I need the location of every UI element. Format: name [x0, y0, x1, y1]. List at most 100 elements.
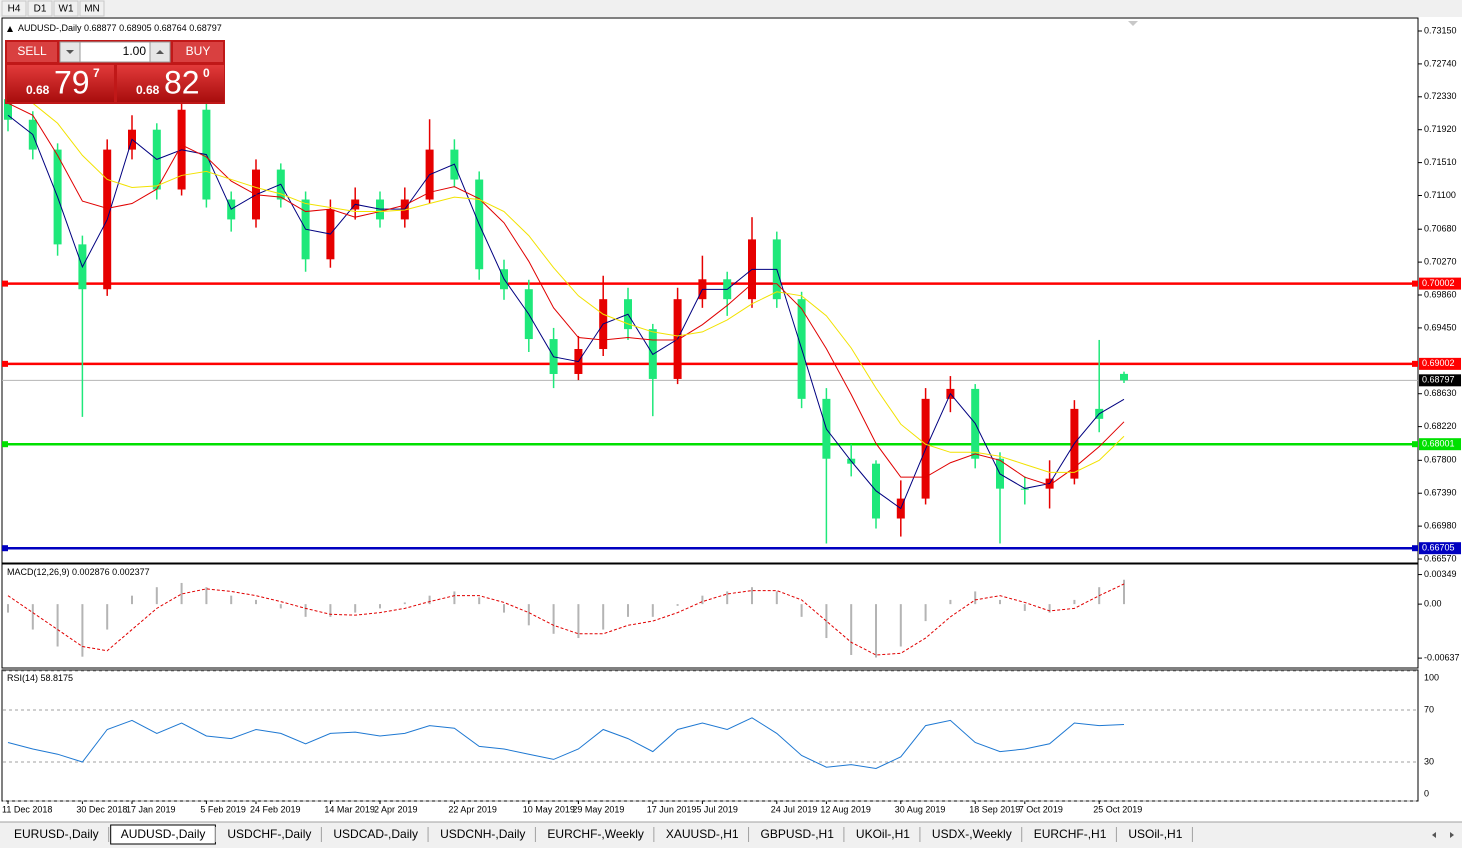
y-tick-label: 100	[1424, 672, 1439, 682]
buy-label: BUY	[186, 44, 211, 58]
x-tick-label: 2 Apr 2019	[374, 804, 418, 814]
x-tick-label: 17 Jun 2019	[647, 804, 697, 814]
macd-bar	[825, 604, 828, 639]
level-price-box	[1419, 542, 1461, 555]
y-tick-label: 0	[1424, 788, 1429, 798]
timeframe-button[interactable]	[27, 0, 53, 17]
y-tick-label: 0.71920	[1424, 124, 1457, 134]
moving-average	[7, 114, 1125, 510]
y-tick-label: 0.73150	[1424, 25, 1457, 35]
level-handle	[1412, 545, 1418, 552]
buy-button[interactable]	[173, 42, 223, 62]
candle-body	[1120, 373, 1128, 381]
ohlc-value: 0.68877	[84, 23, 117, 33]
sell-label: SELL	[17, 44, 47, 58]
y-tick-label: 30	[1424, 756, 1434, 766]
level-price-label: 0.66705	[1422, 543, 1455, 553]
macd-bar	[1023, 604, 1026, 611]
macd-bar	[899, 604, 902, 647]
moving-average	[7, 90, 1125, 473]
symbol-tab[interactable]	[655, 825, 749, 844]
macd-bar	[503, 604, 505, 613]
y-tick-label: 0.66980	[1424, 521, 1457, 531]
y-tick-label: 70	[1424, 704, 1434, 714]
macd-bar	[627, 604, 629, 617]
sell-button[interactable]	[7, 42, 57, 62]
macd-bar	[428, 595, 431, 605]
macd-bar	[1123, 579, 1125, 605]
buy-price-box[interactable]	[117, 65, 224, 102]
sell-price-box[interactable]	[7, 65, 114, 102]
tab-scroll-right[interactable]	[1450, 832, 1454, 838]
macd-bar	[875, 604, 877, 658]
x-tick-label: 30 Aug 2019	[895, 804, 946, 814]
timeframe-label: H4	[8, 4, 21, 15]
y-tick-label: -0.00637	[1424, 652, 1460, 662]
macd-signal	[7, 583, 1125, 656]
level-price-label: 0.69002	[1422, 358, 1455, 368]
up-arrow	[156, 50, 164, 54]
timeframe-button[interactable]	[79, 0, 105, 17]
symbol-tab[interactable]	[750, 825, 844, 844]
rsi-value: 58.8175	[41, 673, 74, 683]
macd-bar	[205, 587, 208, 605]
macd-bar	[31, 604, 34, 630]
timeframe-button[interactable]	[1, 0, 27, 17]
tab-label: EURUSD-,Daily	[14, 827, 99, 841]
macd-header: MACD(12,26,9) 0.002876 0.002377	[7, 567, 150, 577]
y-tick-label: 0.72740	[1424, 58, 1457, 68]
rsi-panel	[1, 669, 1419, 802]
symbol-tab[interactable]	[323, 825, 429, 844]
symbol-tab[interactable]	[1023, 825, 1117, 844]
macd-bar	[577, 604, 580, 639]
ohlc-value: 0.68764	[154, 23, 187, 33]
volume-value: 1.00	[123, 44, 147, 58]
y-tick-label: 0.00349	[1424, 569, 1457, 579]
symbol-tab[interactable]	[921, 825, 1022, 844]
tab-label: USDCAD-,Daily	[333, 827, 418, 841]
macd-bar	[453, 591, 456, 605]
symbol-tab[interactable]	[1118, 825, 1193, 844]
macd-bar	[81, 604, 84, 657]
x-tick-label: 11 Dec 2018	[2, 804, 52, 814]
macd-bar	[329, 604, 332, 617]
tab-label: UKOil-,H1	[856, 827, 910, 841]
tab-scroll-left[interactable]	[1432, 832, 1436, 838]
ohlc-value: 0.68797	[189, 23, 222, 33]
macd-bar	[651, 604, 654, 617]
symbol-tab[interactable]	[4, 825, 109, 844]
tab-label: AUDUSD-,Daily	[121, 827, 206, 841]
symbol-tab[interactable]	[537, 825, 654, 844]
symbol-tab[interactable]	[217, 825, 322, 844]
symbol-tab[interactable]	[430, 825, 536, 844]
x-tick-label: 30 Dec 2018	[76, 804, 127, 814]
y-tick-label: 0.66570	[1424, 553, 1457, 563]
y-tick-label: 0.67390	[1424, 488, 1457, 498]
macd-bar	[56, 604, 59, 647]
level-handle	[2, 280, 8, 287]
level-handle	[1412, 280, 1418, 287]
indicator-title: RSI(14)	[7, 673, 38, 683]
current-price-label: 0.68797	[1422, 375, 1455, 385]
x-tick-label: 10 May 2019	[523, 804, 575, 814]
macd-bar	[279, 604, 282, 609]
macd-bar	[354, 604, 357, 613]
symbol-tab[interactable]	[845, 825, 920, 844]
timeframe-label: W1	[59, 4, 74, 15]
y-tick-label: 0.71100	[1424, 190, 1456, 200]
price-panel	[1, 17, 1419, 564]
sell-price-big: 79	[54, 64, 90, 100]
macd-bar	[230, 595, 233, 605]
collapse-icon	[7, 26, 13, 32]
down-arrow	[66, 50, 74, 54]
level-handle	[1412, 441, 1418, 448]
y-tick-label: 0.69450	[1424, 322, 1457, 332]
tab-label: USDCNH-,Daily	[440, 827, 525, 841]
timeframe-button[interactable]	[53, 0, 79, 17]
x-tick-label: 24 Feb 2019	[250, 804, 301, 814]
level-price-label: 0.68001	[1422, 439, 1455, 449]
macd-bar	[527, 604, 530, 626]
symbol-title: AUDUSD-,Daily	[18, 23, 82, 33]
macd-bar	[379, 604, 381, 609]
